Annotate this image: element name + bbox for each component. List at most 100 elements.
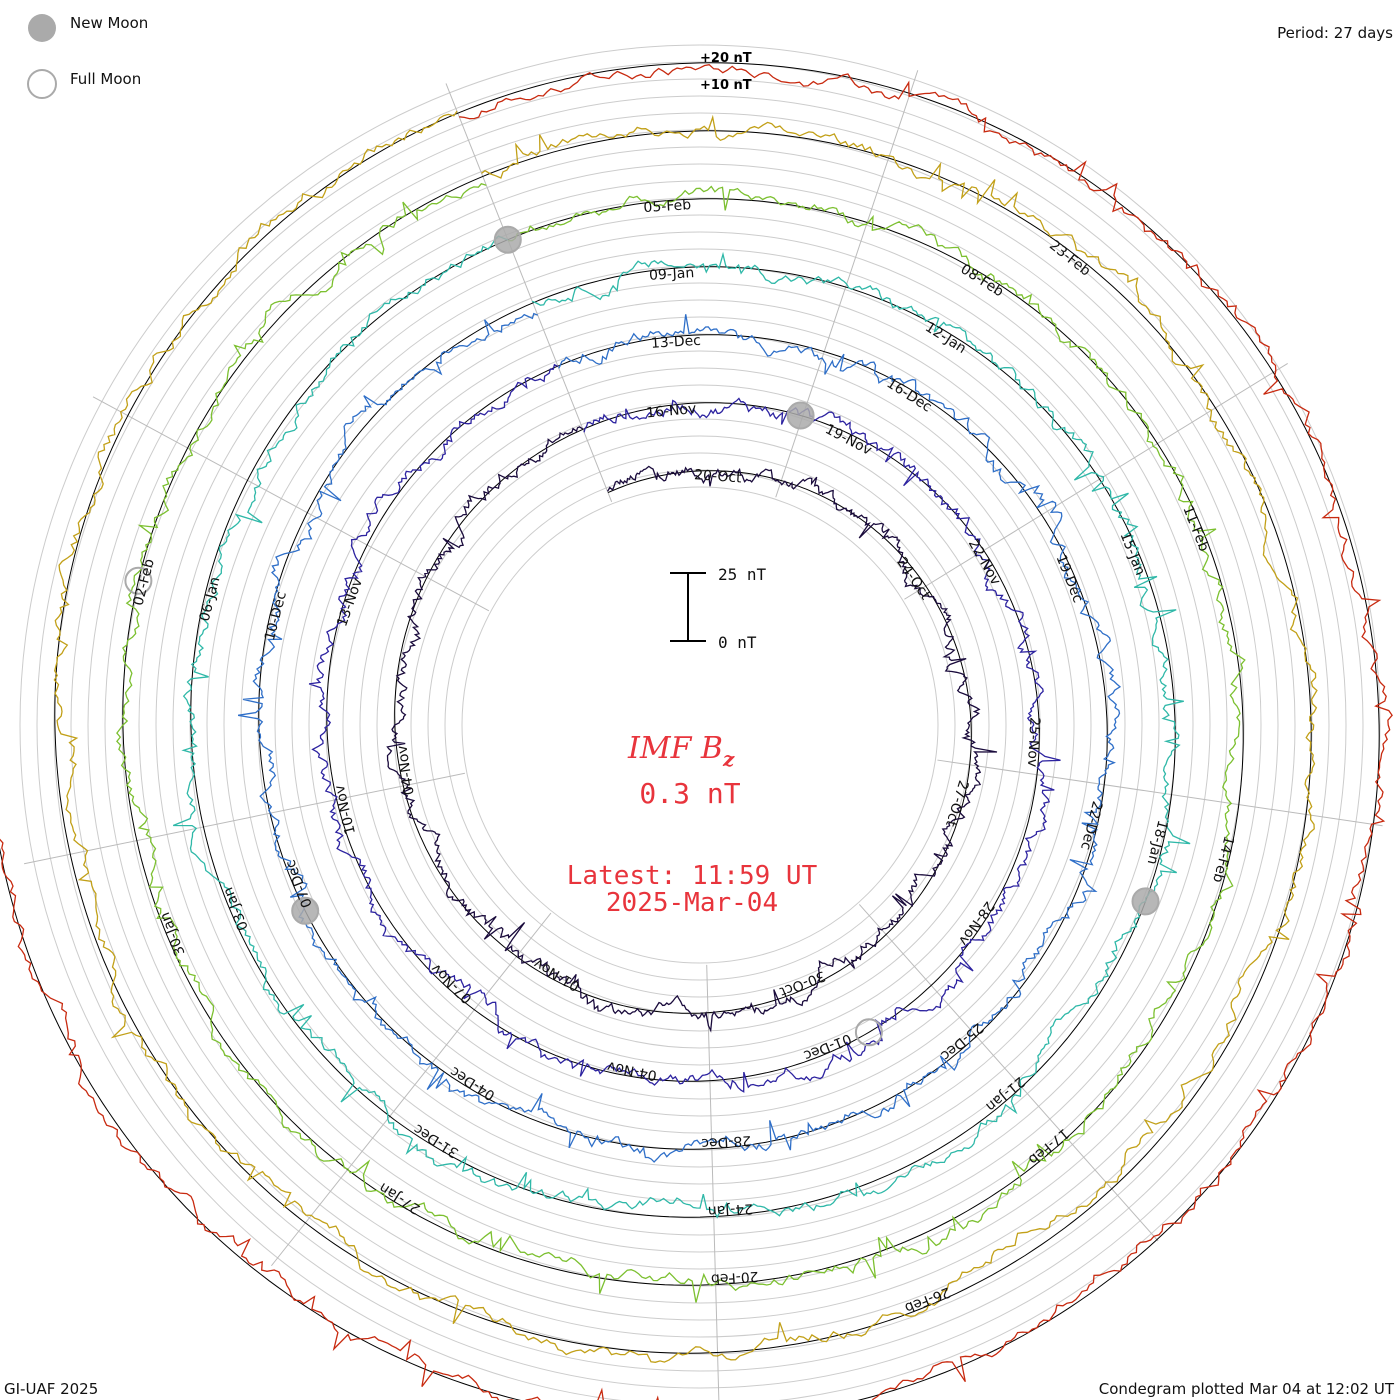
series-lines bbox=[0, 64, 1393, 1400]
grid-ring bbox=[53, 78, 1347, 1372]
series-5-line bbox=[116, 183, 1246, 1303]
grid-ring bbox=[325, 350, 1075, 1100]
grid-ring bbox=[172, 197, 1228, 1253]
zero-baseline bbox=[0, 62, 1380, 1400]
grid-ring bbox=[240, 265, 1160, 1185]
date-spoke bbox=[445, 83, 613, 503]
date-spoke bbox=[706, 964, 720, 1400]
grid-ring bbox=[393, 418, 1007, 1032]
date-label: 27-Jan bbox=[376, 1179, 423, 1217]
new-moon-marker bbox=[493, 225, 522, 254]
date-label: 04-Nov bbox=[394, 744, 417, 796]
grid-ring bbox=[410, 435, 990, 1015]
full-moon-marker bbox=[124, 566, 153, 595]
ring-label-plus10: +10 nT bbox=[700, 78, 752, 93]
grid-ring bbox=[291, 316, 1109, 1134]
grid-ring bbox=[274, 299, 1126, 1151]
footer-credit: GI-UAF 2025 bbox=[4, 1380, 98, 1398]
date-spoke bbox=[858, 904, 1159, 1242]
date-label: 28-Dec bbox=[701, 1132, 752, 1151]
date-label: 04-Dec bbox=[447, 1063, 498, 1103]
date-label: 22-Dec bbox=[1077, 799, 1105, 851]
grid-ring bbox=[36, 61, 1364, 1389]
date-label: 03-Jan bbox=[220, 885, 252, 933]
grid-ring bbox=[257, 282, 1143, 1168]
grid-ring bbox=[376, 401, 1024, 1049]
grid-ring bbox=[189, 214, 1211, 1236]
grid-ring bbox=[70, 95, 1330, 1355]
new-moon-legend-label: New Moon bbox=[70, 14, 148, 32]
date-label: 07-Nov bbox=[428, 960, 475, 1006]
date-label: 05-Feb bbox=[643, 197, 692, 216]
grid-ring bbox=[87, 112, 1313, 1338]
series-6-line bbox=[53, 110, 1318, 1363]
scale-bar: 25 nT 0 nT bbox=[670, 565, 767, 652]
date-label: 20-Feb bbox=[710, 1268, 759, 1287]
grid-ring bbox=[223, 248, 1177, 1202]
date-label: 25-Nov bbox=[1024, 717, 1043, 768]
full-moon-legend-label: Full Moon bbox=[70, 70, 141, 88]
footer-plotted: Condegram plotted Mar 04 at 12:02 UT bbox=[1099, 1380, 1395, 1398]
new-moon-marker bbox=[786, 401, 815, 430]
grid-ring bbox=[104, 129, 1296, 1321]
grid-ring bbox=[461, 486, 939, 964]
date-label: 16-Nov bbox=[646, 401, 697, 421]
date-label: 19-Nov bbox=[822, 421, 874, 458]
date-label: 09-Jan bbox=[649, 265, 695, 284]
grid-ring bbox=[444, 469, 956, 981]
full-moon-legend-icon bbox=[27, 69, 57, 99]
grid-ring bbox=[155, 180, 1245, 1270]
full-moon-marker bbox=[854, 1018, 883, 1047]
date-spoke bbox=[937, 759, 1383, 827]
chart-title: IMF Bz bbox=[627, 731, 735, 771]
series-7-line bbox=[0, 64, 1393, 1400]
series-2-line bbox=[308, 363, 1061, 1093]
date-label: 24-Jan bbox=[707, 1200, 753, 1219]
latest-time: Latest: 11:59 UT bbox=[567, 861, 818, 891]
chart-title-subscript: z bbox=[722, 747, 735, 771]
grid-ring bbox=[308, 333, 1092, 1117]
date-label: 16-Dec bbox=[884, 375, 935, 415]
grid-rings bbox=[19, 44, 1381, 1400]
date-label: 13-Dec bbox=[651, 333, 702, 352]
date-label: 25-Dec bbox=[937, 1019, 986, 1063]
grid-ring bbox=[121, 146, 1279, 1304]
scale-top-label: 25 nT bbox=[718, 565, 767, 584]
new-moon-marker bbox=[291, 896, 320, 925]
grid-ring bbox=[206, 231, 1194, 1219]
date-label: 31-Dec bbox=[411, 1120, 462, 1160]
date-label: 14-Feb bbox=[1209, 834, 1236, 884]
current-value: 0.3 nT bbox=[639, 777, 740, 810]
new-moon-marker bbox=[1131, 887, 1160, 916]
ring-label-plus20: +20 nT bbox=[700, 51, 752, 66]
chart-title-main: IMF B bbox=[627, 731, 723, 766]
date-label: 30-Jan bbox=[157, 910, 189, 958]
date-label: 22-Nov bbox=[965, 537, 1004, 589]
grid-ring bbox=[19, 44, 1381, 1400]
date-label: 13-Nov bbox=[334, 576, 366, 629]
new-moon-legend-icon bbox=[28, 14, 56, 42]
date-spoke bbox=[23, 772, 466, 865]
series-4-line bbox=[172, 235, 1191, 1219]
latest-date: 2025-Mar-04 bbox=[606, 888, 778, 918]
period-label: Period: 27 days bbox=[1277, 24, 1393, 42]
date-spoke bbox=[904, 363, 1288, 600]
date-label: 23-Feb bbox=[1046, 237, 1093, 279]
scale-bottom-label: 0 nT bbox=[718, 633, 757, 652]
legend: New Moon Full Moon bbox=[27, 14, 148, 99]
date-spoke bbox=[92, 396, 490, 612]
series-3-line bbox=[237, 312, 1122, 1163]
date-label: 17-Feb bbox=[1025, 1125, 1072, 1168]
date-label: 10-Dec bbox=[262, 590, 290, 642]
series-1-line bbox=[386, 426, 998, 1033]
date-spoke bbox=[271, 912, 552, 1267]
date-label: 20-Oct bbox=[694, 467, 743, 486]
date-spokes bbox=[23, 70, 1383, 1400]
date-label: 24-Oct bbox=[893, 555, 933, 604]
grid-ring bbox=[359, 384, 1041, 1066]
zero-baselines bbox=[0, 62, 1380, 1400]
moon-markers bbox=[124, 225, 1160, 1047]
date-label: 01-Nov bbox=[531, 955, 583, 994]
date-label: 15-Jan bbox=[1117, 530, 1149, 578]
